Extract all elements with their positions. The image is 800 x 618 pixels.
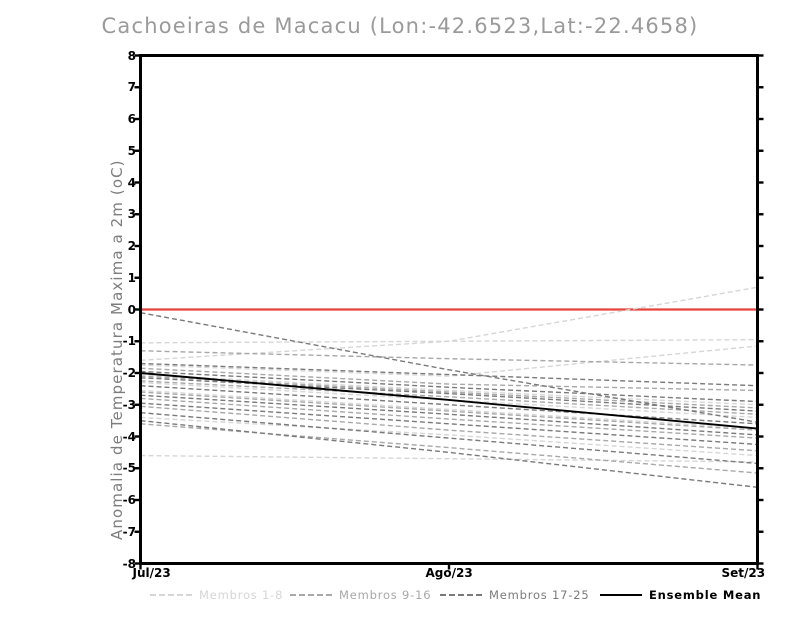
ensemble-member-line xyxy=(140,345,758,377)
legend-item[interactable]: Membros 1-8 xyxy=(150,586,283,604)
y-axis-tick-label: 3 xyxy=(127,207,136,222)
legend-line-swatch xyxy=(600,594,642,596)
ensemble-member-line xyxy=(140,350,758,366)
ensemble-member-line xyxy=(140,397,758,439)
y-axis-tick-label: 7 xyxy=(127,80,136,95)
legend-label: Membros 9-16 xyxy=(339,588,432,602)
y-axis-tick-label: 4 xyxy=(127,175,136,190)
ensemble-member-line xyxy=(140,377,758,412)
legend-line-swatch xyxy=(150,594,192,596)
y-axis-tick-label: 2 xyxy=(127,239,136,253)
chart-legend: Membros 1-8 Membros 9-16 Membros 17-25 Ense… xyxy=(0,586,800,608)
ensemble-member-line xyxy=(140,367,758,392)
legend-item[interactable]: Ensemble Mean xyxy=(600,586,761,604)
ensemble-member-line xyxy=(140,370,758,403)
ensemble-member-line xyxy=(140,394,758,436)
y-axis-tick-label: 6 xyxy=(127,112,136,126)
ensemble-member-line xyxy=(140,423,758,474)
ensemble-member-line xyxy=(140,362,758,387)
y-axis-tick-label: -4 xyxy=(122,429,136,444)
ensemble-member-line xyxy=(140,411,758,465)
ensemble-member-line xyxy=(140,416,758,457)
x-axis-tick-label: Jul/23 xyxy=(132,566,171,580)
y-axis-tick-label: 5 xyxy=(127,143,136,158)
legend-label: Membros 17-25 xyxy=(489,588,590,602)
ensemble-member-line xyxy=(140,405,758,452)
ensemble-member-line xyxy=(140,338,758,344)
legend-line-swatch xyxy=(440,594,482,596)
ensemble-member-line xyxy=(140,375,758,409)
y-axis-tick-labels: 8 7 6 5 4 3 2 1 0 -1 -2 -3 -4 -5 -6 -7 -8 xyxy=(106,0,136,618)
y-axis-tick-label: 0 xyxy=(127,302,136,317)
x-axis-tick-label: Set/23 xyxy=(721,566,766,580)
y-axis-tick-label: -6 xyxy=(122,493,136,507)
ensemble-member-line xyxy=(140,389,758,430)
y-axis-tick-label: -3 xyxy=(122,397,136,412)
legend-item[interactable]: Membros 9-16 xyxy=(290,586,431,604)
ensemble-member-line xyxy=(140,373,758,406)
ensemble-member-line xyxy=(140,454,758,463)
y-axis-tick-label: 8 xyxy=(127,48,136,63)
chart-title: Cachoeiras de Macacu (Lon:-42.6523,Lat:-… xyxy=(101,14,699,38)
y-axis-tick-label: -8 xyxy=(122,556,136,571)
y-axis-tick-label: -2 xyxy=(122,366,136,380)
legend-line-swatch xyxy=(290,594,332,596)
legend-label: Membros 1-8 xyxy=(199,588,284,602)
ensemble-member-line xyxy=(140,402,758,446)
legend-label: Ensemble Mean xyxy=(649,588,762,602)
y-axis-tick-label: 1 xyxy=(127,270,136,285)
ensemble-member-line xyxy=(140,391,758,431)
ensemble-member-line xyxy=(140,380,758,415)
y-axis-tick-label: -7 xyxy=(122,524,136,539)
y-axis-tick-label: -5 xyxy=(122,461,136,476)
x-axis-tick-label: Ago/23 xyxy=(425,566,473,580)
legend-item[interactable]: Membros 17-25 xyxy=(440,586,589,604)
ensemble-mean-line xyxy=(140,372,758,430)
y-axis-tick-label: -1 xyxy=(122,334,136,349)
ensemble-member-line xyxy=(140,385,758,425)
